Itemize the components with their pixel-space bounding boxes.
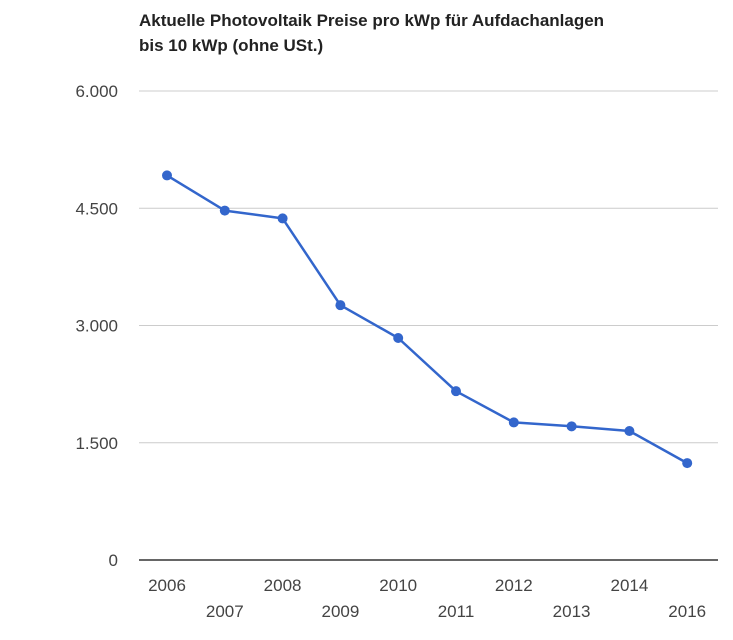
chart-title: Aktuelle Photovoltaik Preise pro kWp für…	[139, 8, 719, 58]
y-tick-label-4500: 4.500	[75, 199, 118, 218]
x-tick-label-2010: 2010	[379, 576, 417, 595]
x-tick-label-2012: 2012	[495, 576, 533, 595]
y-axis-tick-labels: 0 1.500 3.000 4.500 6.000	[75, 82, 118, 570]
x-tick-label-2013: 2013	[553, 602, 591, 621]
data-point-2006[interactable]	[162, 170, 172, 181]
x-axis-tick-labels: 2006 2007 2008 2009 2010 2011 2012 2013 2014 2016	[148, 576, 706, 621]
data-point-2016[interactable]	[682, 458, 693, 469]
y-tick-label-6000: 6.000	[75, 82, 118, 101]
y-tick-label-3000: 3.000	[75, 317, 118, 336]
y-tick-label-0: 0	[109, 551, 118, 570]
x-tick-label-2008: 2008	[264, 576, 302, 595]
data-point-2012[interactable]	[508, 417, 519, 428]
chart-title-line-1: Aktuelle Photovoltaik Preise pro kWp für…	[139, 11, 605, 30]
data-point-2013[interactable]	[566, 421, 577, 432]
data-point-2011[interactable]	[451, 386, 461, 397]
x-tick-label-2011: 2011	[438, 602, 475, 621]
data-point-2014[interactable]	[624, 426, 635, 437]
x-tick-label-2016: 2016	[668, 602, 706, 621]
data-point-2009[interactable]	[335, 300, 346, 311]
x-tick-label-2014: 2014	[610, 576, 648, 595]
grid-lines	[139, 90, 718, 444]
y-tick-label-1500: 1.500	[75, 434, 118, 453]
x-tick-label-2007: 2007	[206, 602, 244, 621]
data-point-2007[interactable]	[219, 205, 230, 216]
data-points	[162, 170, 693, 469]
series-line	[166, 174, 688, 465]
data-point-2008[interactable]	[277, 213, 288, 224]
chart-title-line-2: bis 10 kWp (ohne USt.)	[139, 36, 324, 55]
x-tick-label-2009: 2009	[321, 602, 359, 621]
data-point-2010[interactable]	[393, 333, 404, 344]
x-tick-label-2006: 2006	[148, 576, 186, 595]
